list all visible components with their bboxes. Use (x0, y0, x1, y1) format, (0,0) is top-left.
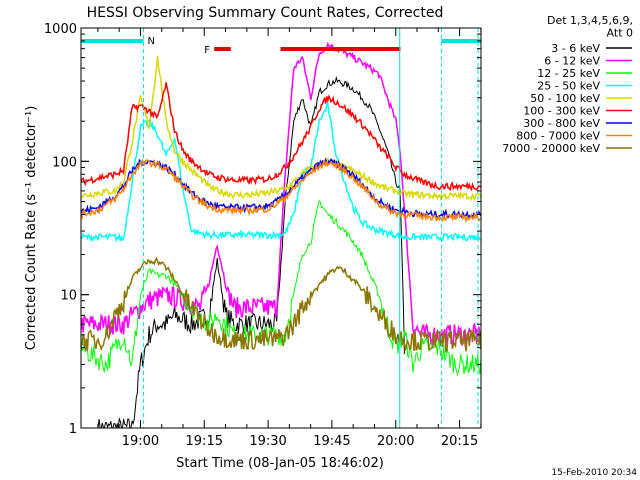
series-line-100-300-kev (81, 82, 481, 192)
series-line-50-100-kev (81, 55, 481, 202)
n-flag-label: N (148, 36, 155, 47)
legend-header: Det 1,3,4,5,6,9, (547, 14, 633, 27)
y-tick-label: 1000 (44, 22, 77, 37)
x-tick-label: 19:45 (313, 434, 350, 449)
legend-entry-label: 6 - 12 keV (544, 55, 600, 68)
axes: 1 10 100 1000 19:00 19:15 19:30 19:45 20:00 20:15 (44, 22, 482, 449)
legend-entry-label: 7000 - 20000 keV (502, 142, 600, 155)
y-tick-label: 10 (60, 289, 77, 304)
chart-title: HESSI Observing Summary Count Rates, Cor… (87, 5, 444, 21)
legend-header: Att 0 (607, 27, 633, 40)
f-flag-label: F (204, 45, 210, 56)
series-line-3-6-kev (97, 75, 405, 428)
legend-entry-label: 25 - 50 keV (537, 80, 600, 93)
series-line-12-25-kev (81, 200, 481, 377)
y-tick-label: 100 (52, 155, 77, 170)
legend-entry-label: 12 - 25 keV (537, 67, 600, 80)
x-tick-label: 19:15 (186, 434, 223, 449)
y-axis-label: Corrected Count Rate (s⁻¹ detector⁻¹) (24, 106, 39, 351)
y-tick-label: 1 (69, 422, 77, 437)
plot-frame (80, 27, 482, 429)
x-tick-label: 20:00 (377, 434, 414, 449)
series-line-800-7000-kev (81, 158, 481, 224)
plot-area: NF (81, 28, 481, 428)
legend-entry-label: 50 - 100 keV (530, 92, 600, 105)
x-axis-label: Start Time (08-Jan-05 18:46:02) (176, 456, 384, 471)
footer-date: 15-Feb-2010 20:34 (551, 468, 637, 478)
legend-entry-label: 300 - 800 keV (523, 117, 600, 130)
legend-entry-label: 100 - 300 keV (523, 105, 600, 118)
legend-entry-label: 3 - 6 keV (551, 42, 600, 55)
x-tick-label: 20:15 (441, 434, 478, 449)
x-tick-label: 19:30 (249, 434, 286, 449)
legend-entry-label: 800 - 7000 keV (516, 130, 600, 143)
x-tick-label: 19:00 (122, 434, 159, 449)
series-line-7000-20000-kev (81, 256, 481, 354)
